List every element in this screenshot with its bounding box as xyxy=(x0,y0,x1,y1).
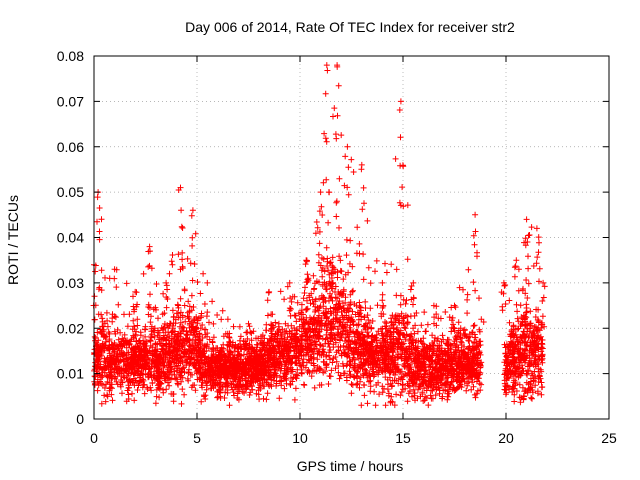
y-tick-labels: 0 0.01 0.02 0.03 0.04 0.05 0.06 0.07 0.08 xyxy=(57,48,84,427)
x-tick-labels: 0 5 10 15 20 25 xyxy=(90,430,617,446)
x-tick-label: 20 xyxy=(498,430,514,446)
chart-title: Day 006 of 2014, Rate Of TEC Index for r… xyxy=(185,19,515,35)
x-tick-label: 25 xyxy=(601,430,617,446)
x-tick-label: 0 xyxy=(90,430,98,446)
y-tick-label: 0.04 xyxy=(57,230,84,246)
x-tick-label: 5 xyxy=(193,430,201,446)
y-tick-label: 0.03 xyxy=(57,275,84,291)
axis-ticks xyxy=(93,55,610,420)
y-axis-label: ROTI / TECUs xyxy=(5,195,21,285)
x-tick-label: 15 xyxy=(395,430,411,446)
data-points xyxy=(90,62,548,409)
y-tick-label: 0.02 xyxy=(57,320,84,336)
x-tick-label: 10 xyxy=(292,430,308,446)
y-tick-label: 0.07 xyxy=(57,93,84,109)
roti-series-markers xyxy=(90,62,548,409)
y-tick-label: 0.06 xyxy=(57,139,84,155)
grid-lines xyxy=(94,56,609,419)
y-tick-label: 0 xyxy=(76,411,84,427)
y-tick-label: 0.01 xyxy=(57,366,84,382)
y-tick-label: 0.05 xyxy=(57,184,84,200)
x-axis-label: GPS time / hours xyxy=(297,458,404,474)
y-tick-label: 0.08 xyxy=(57,48,84,64)
